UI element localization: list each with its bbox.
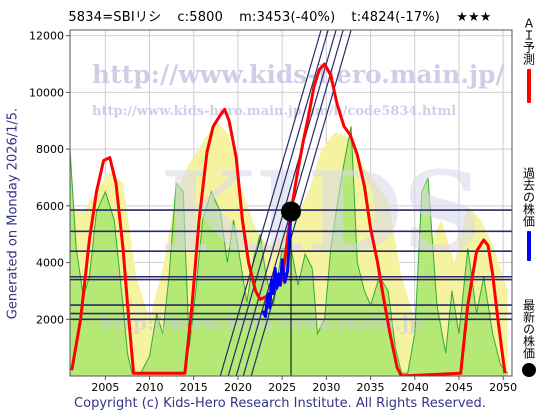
- x-tick-label: 2035: [357, 381, 385, 394]
- y-tick-label: 12000: [29, 30, 64, 43]
- channel-line: [227, 30, 329, 376]
- chart-header: 5834=SBIリシ c:5800 m:3453(-40%) t:4824(-17%)…: [0, 6, 560, 25]
- legend-ai-label: ＡＩ予測: [521, 17, 536, 65]
- x-tick-label: 2040: [401, 381, 429, 394]
- x-tick-label: 2005: [91, 381, 119, 394]
- legend-ai: ＡＩ予測: [520, 14, 538, 103]
- rating-stars: ★★★: [456, 10, 492, 25]
- generated-date-note: Generated on Monday 2026/1/5.: [5, 107, 21, 320]
- y-tick-label: 10000: [29, 86, 64, 99]
- x-tick-label: 2030: [312, 381, 340, 394]
- stock-code-name: 5834=SBIリシ: [68, 10, 162, 25]
- x-axis-ticks: 2005 2010 2015 2020 2025 2030 2035 2040 2045 2050: [91, 376, 517, 394]
- channel-line: [219, 30, 322, 376]
- plot-border: [69, 29, 513, 377]
- legend-latest-swatch: [522, 363, 536, 377]
- y-tick-label: 6000: [36, 200, 64, 213]
- legend-ai-swatch: [527, 69, 531, 103]
- legend-past-swatch: [527, 231, 531, 261]
- y-tick-label: 4000: [36, 257, 64, 270]
- y-axis-ticks: 2000 4000 6000 8000 10000 12000: [29, 30, 70, 326]
- min-price: m:3453(-40%): [239, 10, 336, 25]
- current-price: c:5800: [177, 10, 224, 25]
- y-tick-label: 8000: [36, 143, 64, 156]
- y-tick-label: 2000: [36, 313, 64, 326]
- target-price: t:4824(-17%): [351, 10, 441, 25]
- legend-latest-label: 最新の株価: [521, 299, 536, 359]
- x-tick-label: 2020: [224, 381, 252, 394]
- x-tick-label: 2010: [136, 381, 164, 394]
- watermark-logo: KIDS: [160, 147, 482, 276]
- x-tick-label: 2050: [489, 381, 517, 394]
- past-price-line: [261, 211, 293, 318]
- x-tick-label: 2045: [445, 381, 473, 394]
- legend-past: 過去の株価: [520, 164, 538, 261]
- x-tick-label: 2025: [268, 381, 296, 394]
- legend-latest: 最新の株価: [520, 296, 538, 377]
- latest-price-marker: [281, 201, 301, 222]
- copyright-footer: Copyright (c) Kids-Hero Research Institu…: [74, 396, 486, 411]
- x-tick-label: 2015: [180, 381, 208, 394]
- legend-past-label: 過去の株価: [521, 167, 536, 227]
- watermark-url: http://www.kids-hero.main.jp/: [92, 60, 505, 89]
- watermark-layer: KIDS http://www.kids-hero.main.jp/ http:…: [92, 60, 505, 335]
- watermark-page-url: http://www.kids-hero.main.jp/am/b/code58…: [92, 104, 456, 119]
